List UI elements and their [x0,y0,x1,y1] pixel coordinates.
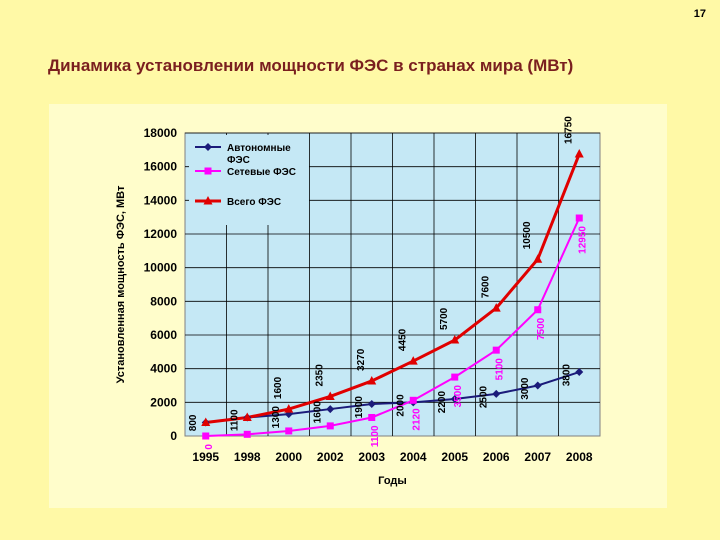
data-point [492,389,501,398]
data-label: 1100 [229,409,240,431]
data-point [408,356,418,365]
x-tick-label: 2003 [358,450,385,464]
data-point [242,412,252,421]
data-label: 2500 [478,385,489,408]
data-point [367,375,377,385]
y-tick-label: 0 [170,429,177,443]
x-axis-title: Годы [378,475,407,487]
y-tick-label: 16000 [144,160,178,174]
data-label: 2000 [395,394,406,417]
series-line [205,371,580,424]
data-point [409,396,417,404]
data-point [492,346,500,354]
x-tick-label: 1998 [234,450,261,464]
x-tick-label: 2004 [400,450,427,464]
data-label: 1100 [370,425,381,447]
data-label: 0 [204,444,215,450]
data-label: 1300 [271,406,282,429]
data-point [285,427,293,435]
data-label: 3800 [561,364,572,387]
data-point [575,214,583,222]
data-point [533,254,543,263]
y-tick-label: 8000 [150,294,177,308]
data-point [326,405,335,414]
data-label: 1600 [312,401,323,424]
legend-label: ФЭС [227,155,250,166]
data-point [450,394,459,403]
y-tick-label: 18000 [144,126,178,140]
x-tick-label: 1995 [192,450,219,464]
y-tick-label: 6000 [150,328,177,342]
data-label: 1900 [354,396,365,419]
y-tick-label: 2000 [150,395,177,409]
data-point [201,417,211,427]
data-label: 2120 [411,408,422,431]
y-tick-label: 12000 [144,227,178,241]
x-tick-label: 2008 [566,450,593,464]
data-label: 5700 [439,307,450,330]
legend-label: Сетевые ФЭС [227,167,296,178]
legend-label: Всего ФЭС [227,197,281,208]
data-label: 16750 [563,116,574,144]
x-tick-label: 2005 [441,450,468,464]
slide-number: 17 [693,8,706,20]
data-point [368,413,376,421]
data-label: 2200 [437,391,448,414]
y-tick-label: 10000 [144,261,178,275]
data-point [533,381,542,390]
x-tick-label: 2000 [275,450,302,464]
y-tick-label: 4000 [150,362,177,376]
data-point [450,335,460,344]
series-line [205,153,581,425]
data-label: 3000 [520,377,531,400]
data-point [202,432,210,440]
data-label: 3500 [453,385,464,408]
data-label: 3270 [356,348,367,371]
data-point [326,422,334,430]
data-label: 4450 [397,328,408,351]
legend-label: Автономные [227,143,291,154]
data-label: 12950 [577,226,588,254]
chart-panel: 0 2000 4000 6000 8000 10000 12000 14000 16000 180… [49,104,667,508]
data-label: 2350 [314,364,325,387]
data-label: 800 [188,414,199,431]
legend-marker [203,196,213,205]
data-label: 7600 [480,275,491,298]
slide-title: Динамика установлении мощности ФЭС в стр… [48,56,574,75]
x-tick-label: 2007 [524,450,551,464]
data-point [491,303,501,312]
y-tick-label: 14000 [144,193,178,207]
y-axis-title: Установленная мощность ФЭС, МВт [115,185,127,383]
line-chart: 0200040006000800010000120001400016000180… [115,116,601,487]
data-point [325,391,335,400]
data-point [284,404,294,413]
x-tick-label: 2006 [483,450,510,464]
legend-marker [204,143,212,151]
series-line [205,217,581,437]
data-point [451,373,459,381]
x-tick-label: 2002 [317,450,344,464]
data-point [574,149,584,158]
data-point [367,400,376,409]
data-label: 1600 [273,376,284,399]
data-point [534,306,542,314]
data-label: 10500 [522,221,533,249]
legend-marker [204,167,212,175]
data-point [243,430,251,438]
data-label: 5100 [494,358,505,381]
data-label: 7500 [536,317,547,340]
data-point [575,368,584,377]
